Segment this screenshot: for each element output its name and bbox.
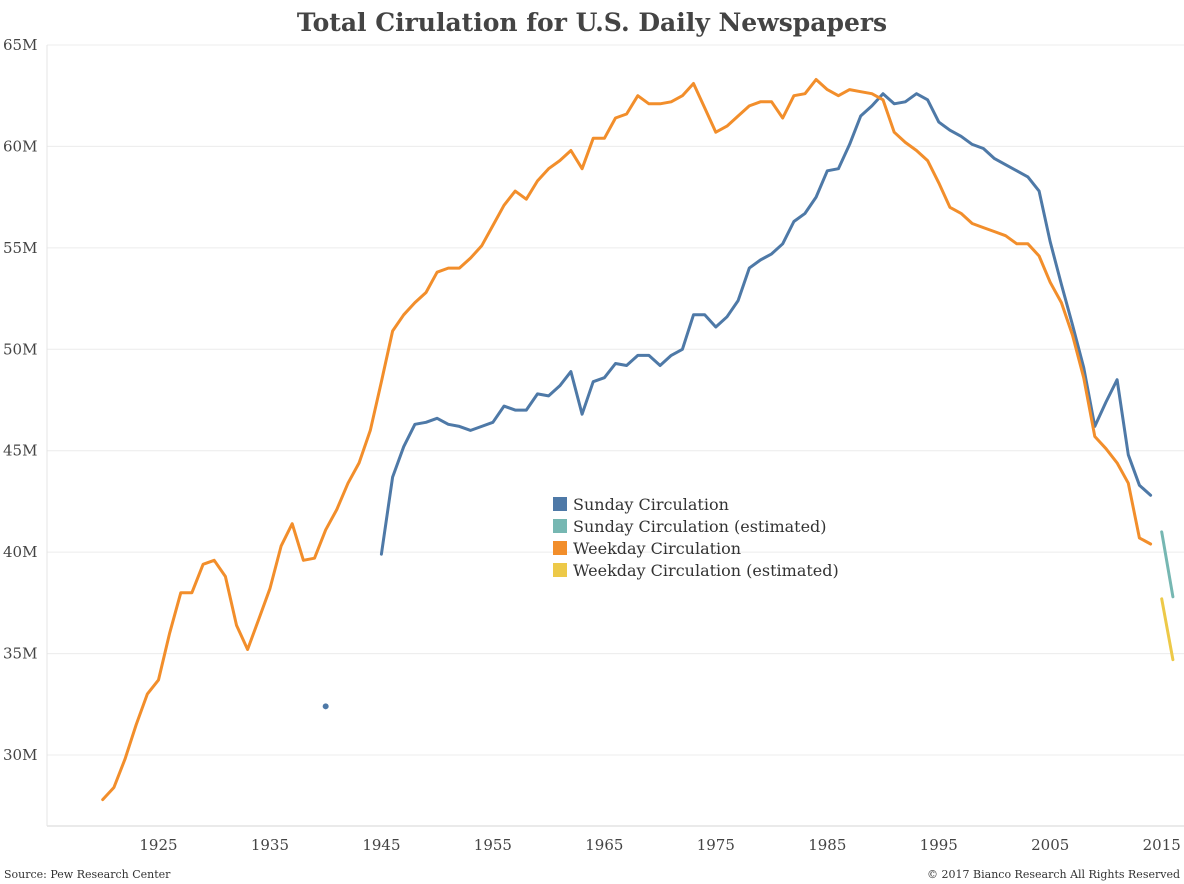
legend-label-weekday-circulation: Weekday Circulation (573, 539, 741, 558)
source-note: Source: Pew Research Center (4, 868, 171, 881)
y-tick-label: 60M (3, 137, 37, 155)
y-tick-label: 50M (3, 340, 37, 358)
y-tick-label: 65M (3, 36, 37, 54)
legend-label-sunday-circulation: Sunday Circulation (573, 495, 729, 514)
x-tick-label: 1955 (474, 836, 512, 854)
series-group (101, 78, 1175, 802)
y-tick-label: 45M (3, 442, 37, 460)
legend-label-sunday-circulation-estimated: Sunday Circulation (estimated) (573, 517, 827, 536)
legend-swatch-sunday-circulation-estimated (553, 519, 567, 533)
x-tick-label: 1945 (362, 836, 400, 854)
x-tick-label: 1995 (920, 836, 958, 854)
x-tick-label: 2015 (1143, 836, 1181, 854)
x-tick-label: 2005 (1031, 836, 1069, 854)
sunday-circulation-estimated-line (1160, 530, 1175, 599)
y-tick-label: 30M (3, 746, 37, 764)
y-tick-label: 55M (3, 239, 37, 257)
x-tick-label: 1925 (139, 836, 177, 854)
sunday-circulation-line (379, 92, 1153, 556)
x-tick-label: 1965 (585, 836, 623, 854)
x-tick-label: 1935 (251, 836, 289, 854)
legend: Sunday Circulation Sunday Circulation (es… (553, 495, 839, 580)
y-tick-label: 40M (3, 543, 37, 561)
legend-swatch-weekday-circulation-estimated (553, 563, 567, 577)
gridlines (47, 44, 1184, 756)
sunday-circulation-point (322, 703, 329, 710)
weekday-circulation-line (101, 78, 1153, 802)
legend-label-weekday-circulation-estimated: Weekday Circulation (estimated) (573, 561, 839, 580)
x-tick-label: 1985 (808, 836, 846, 854)
x-axis-ticks: 1925 1935 1945 1955 1965 1975 1985 1995 2005 2015 (139, 836, 1180, 854)
x-tick-label: 1975 (697, 836, 735, 854)
legend-swatch-weekday-circulation (553, 541, 567, 555)
y-axis-ticks: 30M 35M 40M 45M 50M 55M 60M 65M (3, 36, 37, 764)
y-tick-label: 35M (3, 645, 37, 663)
weekday-circulation-estimated-line (1160, 597, 1175, 662)
copyright-note: © 2017 Bianco Research All Rights Reserv… (927, 868, 1180, 881)
chart-title: Total Cirulation for U.S. Daily Newspape… (297, 8, 887, 37)
legend-swatch-sunday-circulation (553, 497, 567, 511)
